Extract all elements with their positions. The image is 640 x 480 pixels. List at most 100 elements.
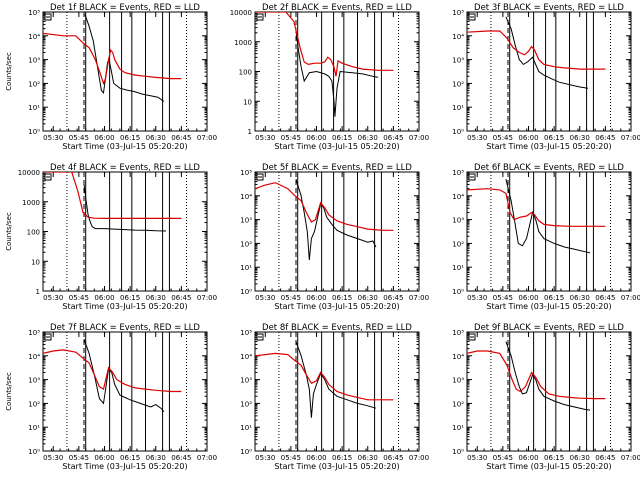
x-axis-label: Start Time (03-Jul-15 05:20:20) [274,142,399,151]
x-tick-label: 06:00 [306,454,326,462]
x-tick-label: 06:30 [358,134,378,142]
y-tick-label: 10⁵ [240,169,252,177]
x-tick-label: 06:45 [171,294,191,302]
lld-series-line [43,172,182,219]
lld-series-line [255,182,394,231]
legend-box [468,13,476,21]
x-tick-label: 06:30 [570,454,590,462]
plot-frame [42,171,208,292]
chart-title: Det 5f BLACK = Events, RED = LLD [262,163,412,173]
chart-panel: Det 6f BLACK = Events, RED = LLD 10⁰ 10¹ 10… [452,163,640,311]
y-tick-label: 10⁴ [28,33,40,41]
chart-title: Det 3f BLACK = Events, RED = LLD [474,3,624,13]
x-axis-label: Start Time (03-Jul-15 05:20:20) [62,142,187,151]
x-tick-label: 05:45 [69,134,89,142]
x-tick-label: 06:00 [306,294,326,302]
y-tick-label: 1000 [22,199,40,207]
events-series-line [295,341,377,418]
y-tick-label: 10² [28,80,40,88]
y-tick-label: 1000 [234,39,252,47]
y-tick-label: 10² [240,400,252,408]
x-tick-label: 07:00 [621,294,640,302]
chart-panel: Det 5f BLACK = Events, RED = LLD 10⁰ 10¹ 10… [240,163,429,311]
chart-title: Det 4f BLACK = Events, RED = LLD [50,163,200,173]
plot-frame [42,11,208,132]
events-series-line [295,30,379,117]
events-series-line [505,178,591,254]
y-tick-label: 10⁵ [240,329,252,337]
lld-series-line [467,350,606,400]
x-tick-label: 06:30 [358,294,378,302]
plot-frame [466,331,632,452]
x-tick-label: 06:30 [358,454,378,462]
x-axis-label: Start Time (03-Jul-15 05:20:20) [486,302,611,311]
x-tick-label: 05:30 [255,294,275,302]
y-tick-label: 1 [36,288,40,296]
x-tick-label: 06:00 [94,454,114,462]
y-tick-label: 10⁵ [452,9,464,17]
legend-box [44,13,52,21]
y-axis-label: Counts/sec [5,212,13,251]
x-tick-label: 05:30 [43,454,63,462]
chart-panel: Det 7f BLACK = Events, RED = LLD 10⁰ 10¹ 10… [5,323,217,471]
events-series-line [295,178,377,261]
y-tick-label: 10¹ [28,424,40,432]
plot-frame [466,11,632,132]
x-axis-label: Start Time (03-Jul-15 05:20:20) [274,302,399,311]
x-tick-label: 06:00 [518,294,538,302]
chart-panel: Det 2f BLACK = Events, RED = LLD 1 10 100 10… [230,3,429,151]
chart-panel: Det 3f BLACK = Events, RED = LLD 10⁰ 10¹ 10… [452,3,640,151]
lld-series-line [255,12,394,77]
y-tick-label: 10³ [452,377,464,385]
x-tick-label: 05:45 [69,294,89,302]
x-tick-label: 06:45 [171,454,191,462]
events-series-line [84,14,165,102]
y-tick-label: 10⁰ [240,288,252,296]
x-tick-label: 07:00 [409,454,429,462]
chart-title: Det 1f BLACK = Events, RED = LLD [50,3,200,13]
y-tick-label: 10⁴ [240,353,252,361]
y-tick-label: 10⁴ [452,33,464,41]
y-tick-label: 10⁴ [28,353,40,361]
x-tick-label: 06:15 [332,454,352,462]
y-tick-label: 10³ [28,57,40,65]
chart-panel: Det 8f BLACK = Events, RED = LLD 10⁰ 10¹ 10… [240,323,429,471]
x-tick-label: 06:15 [120,454,140,462]
lld-series-line [43,32,182,86]
x-tick-label: 06:15 [544,294,564,302]
x-tick-label: 07:00 [409,294,429,302]
y-tick-label: 10¹ [240,264,252,272]
x-tick-label: 06:15 [120,294,140,302]
x-tick-label: 05:45 [69,454,89,462]
x-axis-label: Start Time (03-Jul-15 05:20:20) [274,462,399,471]
lld-series-line [467,188,606,227]
y-tick-label: 10⁰ [28,128,40,136]
events-series-line [505,16,589,89]
y-tick-label: 10⁰ [28,448,40,456]
x-tick-label: 06:30 [146,294,166,302]
y-tick-label: 10¹ [240,424,252,432]
chart-title: Det 7f BLACK = Events, RED = LLD [50,323,200,333]
x-tick-label: 06:30 [146,454,166,462]
y-tick-label: 10⁴ [452,193,464,201]
y-tick-label: 10² [452,80,464,88]
x-axis-label: Start Time (03-Jul-15 05:20:20) [486,142,611,151]
y-tick-label: 10⁰ [452,128,464,136]
x-tick-label: 07:00 [409,134,429,142]
y-tick-label: 10000 [18,169,40,177]
legend-box [468,173,476,181]
x-tick-label: 05:30 [255,134,275,142]
lld-series-line [43,349,182,393]
x-tick-label: 05:30 [467,294,487,302]
y-tick-label: 10⁵ [28,9,40,17]
chart-title: Det 2f BLACK = Events, RED = LLD [262,3,412,13]
events-series-line [83,183,167,232]
events-series-line [505,341,591,411]
legend-box [44,333,52,341]
x-tick-label: 07:00 [197,294,217,302]
x-tick-label: 05:30 [467,134,487,142]
x-tick-label: 06:00 [306,134,326,142]
x-tick-label: 05:45 [493,454,513,462]
y-axis-label: Counts/sec [5,372,13,411]
events-series-line [83,338,165,413]
